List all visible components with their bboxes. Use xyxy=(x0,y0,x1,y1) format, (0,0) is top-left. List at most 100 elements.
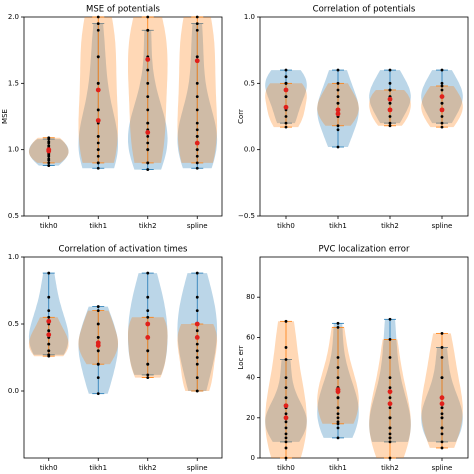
data-point xyxy=(47,164,51,167)
x-tick-label: tikh2 xyxy=(381,464,399,472)
data-point xyxy=(47,271,51,275)
data-point xyxy=(440,412,444,416)
data-point xyxy=(96,108,100,112)
mean-point xyxy=(283,403,289,409)
data-point xyxy=(388,406,392,410)
mean-point xyxy=(194,321,200,327)
data-point xyxy=(388,376,392,379)
data-point xyxy=(388,115,392,118)
mean-point xyxy=(95,340,101,346)
data-point xyxy=(284,376,288,379)
data-point xyxy=(146,315,150,319)
data-point xyxy=(284,432,288,436)
data-point xyxy=(47,349,51,353)
data-point xyxy=(336,426,340,430)
data-point xyxy=(47,315,51,319)
mean-point xyxy=(46,148,52,154)
mean-point xyxy=(335,389,341,395)
mean-point xyxy=(335,107,341,113)
y-tick-label: 0.0 xyxy=(244,146,255,154)
data-point xyxy=(388,386,392,390)
data-point xyxy=(336,95,340,98)
mean-point xyxy=(387,107,393,113)
chart-title: MSE of potentials xyxy=(86,5,161,15)
x-tick-label: tikh0 xyxy=(40,222,58,230)
data-point xyxy=(388,81,392,85)
data-point xyxy=(47,354,51,358)
data-point xyxy=(336,422,340,426)
data-point xyxy=(336,145,340,149)
data-point xyxy=(146,68,150,72)
data-point xyxy=(388,124,392,128)
data-point xyxy=(96,141,100,145)
data-point xyxy=(195,121,199,125)
data-point xyxy=(388,426,392,430)
data-point xyxy=(96,135,100,138)
data-point xyxy=(284,81,288,85)
x-tick-label: tikh0 xyxy=(277,464,295,472)
data-point xyxy=(96,376,100,379)
data-point xyxy=(96,22,100,26)
data-point xyxy=(284,319,288,323)
data-point xyxy=(195,166,199,170)
data-point xyxy=(284,358,288,361)
data-point xyxy=(336,356,340,359)
mean-point xyxy=(387,96,393,102)
data-point xyxy=(47,309,51,312)
y-tick-label: 2.0 xyxy=(8,13,19,21)
data-point xyxy=(388,436,392,440)
data-point xyxy=(440,115,444,118)
data-point xyxy=(336,81,340,85)
y-tick-label: 0.5 xyxy=(244,79,255,87)
data-point xyxy=(195,28,199,32)
data-point xyxy=(440,426,444,430)
data-point xyxy=(146,81,150,85)
data-point xyxy=(146,121,150,125)
x-tick-label: tikh2 xyxy=(381,222,399,230)
data-point xyxy=(440,331,444,335)
data-point xyxy=(195,161,199,165)
data-point xyxy=(440,88,444,92)
data-point xyxy=(388,432,392,436)
data-point xyxy=(284,420,288,424)
data-point xyxy=(440,406,444,410)
data-point xyxy=(284,396,288,400)
y-tick-label: 60 xyxy=(246,333,255,341)
data-point xyxy=(96,322,100,326)
data-point xyxy=(146,309,150,312)
x-tick-label: spline xyxy=(432,222,453,230)
data-point xyxy=(336,321,340,325)
data-point xyxy=(388,88,392,92)
mean-point xyxy=(387,401,393,407)
data-point xyxy=(284,426,288,430)
data-point xyxy=(96,362,100,366)
y-axis-label: Corr xyxy=(237,109,245,124)
data-point xyxy=(440,125,444,129)
mean-point xyxy=(283,415,289,421)
data-point xyxy=(284,95,288,98)
data-point xyxy=(146,271,150,275)
data-point xyxy=(388,338,392,341)
data-point xyxy=(388,356,392,359)
data-point xyxy=(195,329,199,333)
x-tick-label: tikh1 xyxy=(329,222,347,230)
data-point xyxy=(336,325,340,329)
data-point xyxy=(440,440,444,444)
data-point xyxy=(195,349,199,353)
data-point xyxy=(47,157,51,161)
data-point xyxy=(96,166,100,170)
data-point xyxy=(388,121,392,125)
data-point xyxy=(96,15,100,19)
data-point xyxy=(195,376,199,379)
data-point xyxy=(146,362,150,366)
data-point xyxy=(440,68,444,72)
y-tick-label: 1.0 xyxy=(244,13,255,21)
data-point xyxy=(47,140,51,144)
x-tick-label: tikh0 xyxy=(277,222,295,230)
y-tick-label: 80 xyxy=(246,293,255,301)
data-point xyxy=(440,101,444,105)
data-point xyxy=(440,121,444,125)
data-point xyxy=(146,108,150,112)
data-point xyxy=(388,68,392,72)
